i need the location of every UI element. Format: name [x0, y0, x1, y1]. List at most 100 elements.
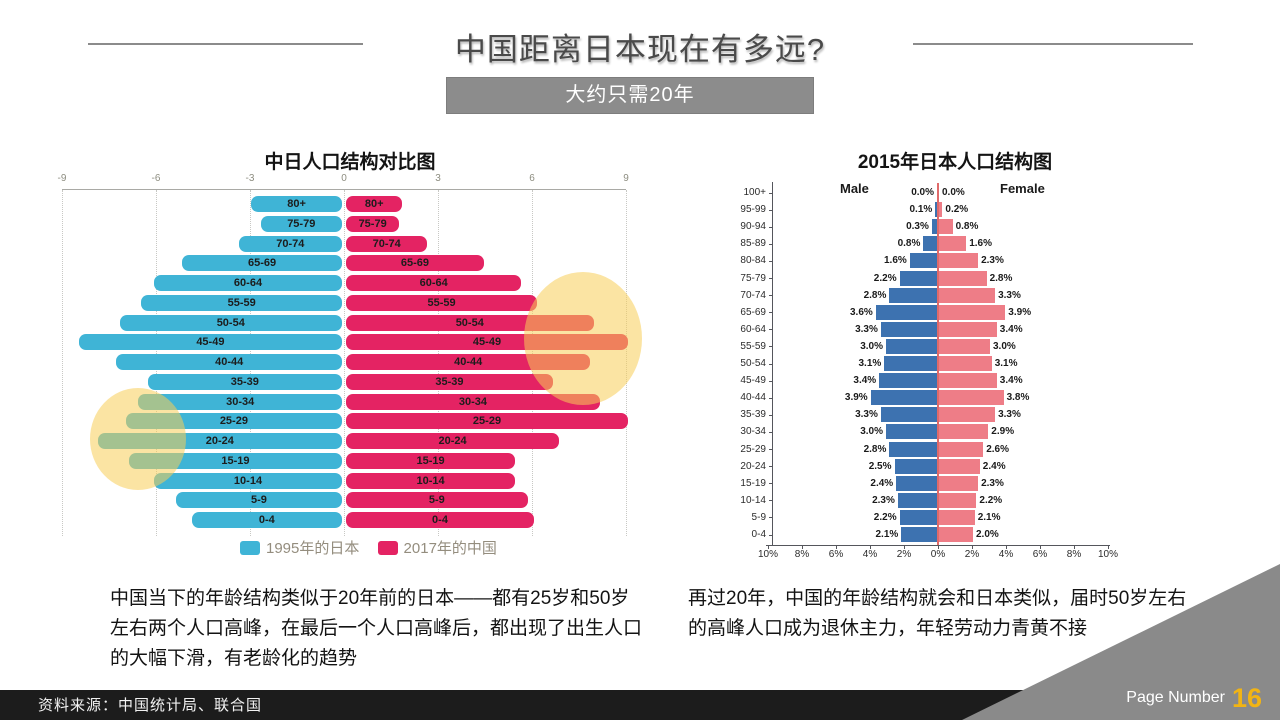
page-number-value: 16 — [1231, 683, 1262, 713]
value-label-female: 0.2% — [945, 204, 969, 216]
value-label-female: 2.2% — [979, 494, 1003, 506]
value-label-male: 2.2% — [873, 511, 897, 523]
x-axis-tick-label: 6 — [529, 173, 535, 184]
x-axis-tick-label: 6% — [1032, 549, 1048, 560]
bar-age-label: 50-54 — [216, 316, 245, 329]
male-axis-label: Male — [840, 181, 869, 196]
bar-age-label: 55-59 — [427, 296, 456, 309]
female-axis-label: Female — [1000, 181, 1045, 196]
value-label-male: 1.6% — [884, 255, 907, 267]
bar-male — [899, 509, 937, 525]
bar-china-2017 — [346, 433, 560, 449]
x-axis-tick-label: 8% — [1066, 549, 1082, 560]
value-label-female: 3.4% — [999, 375, 1023, 387]
bar-male — [889, 287, 937, 303]
y-axis-tick — [769, 226, 772, 228]
bar-china-2017 — [346, 492, 528, 509]
bar-age-label: 55-59 — [227, 296, 256, 309]
bar-female — [939, 236, 967, 252]
bar-male — [886, 424, 937, 440]
age-group-label: 30-34 — [740, 426, 766, 438]
value-label-female: 0.0% — [942, 187, 965, 198]
bar-age-label: 0-4 — [432, 514, 448, 526]
bar-age-label: 35-39 — [435, 375, 464, 388]
x-axis-tick — [768, 545, 769, 549]
value-label-male: 3.6% — [850, 306, 873, 318]
bar-female — [939, 356, 992, 371]
right-chart-title: 2015年日本人口结构图 — [857, 152, 1053, 173]
x-axis-tick-label: 2% — [896, 549, 912, 560]
bar-age-label: 75-79 — [287, 217, 316, 230]
bar-male — [884, 356, 937, 371]
x-axis-tick — [938, 545, 939, 549]
bar-china-2017 — [346, 235, 428, 252]
bar-japan-1995 — [141, 294, 342, 311]
x-axis-tick-label: 10% — [757, 549, 778, 560]
y-axis-tick — [769, 414, 772, 416]
value-label-male: 2.4% — [870, 477, 894, 489]
bar-age-label: 10-14 — [233, 474, 263, 487]
bar-china-2017 — [346, 294, 538, 311]
bar-male — [901, 527, 937, 542]
bar-china-2017 — [346, 413, 628, 430]
bar-male — [880, 321, 937, 337]
value-label-male: 2.1% — [875, 529, 899, 540]
zero-axis-line — [937, 183, 939, 545]
bar-age-label: 35-39 — [230, 375, 259, 388]
bar-japan-1995 — [154, 472, 342, 489]
bar-female — [939, 338, 990, 354]
bar-age-label: 65-69 — [400, 257, 429, 270]
bar-age-label: 25-29 — [472, 415, 502, 428]
grid-line — [344, 190, 345, 536]
age-group-label: 55-59 — [740, 340, 766, 352]
age-group-label: 15-19 — [740, 477, 766, 489]
x-axis-tick-label: -3 — [245, 173, 255, 184]
value-label-male: 0.3% — [906, 221, 929, 233]
body-paragraph-right: 再过20年，中国的年龄结构就会和日本类似，届时50岁左右的高峰人口成为退休主力，… — [688, 588, 1187, 639]
left-chart-legend: 1995年的日本 2017年的中国 — [240, 537, 540, 557]
value-label-male: 3.3% — [855, 409, 878, 421]
bar-male — [923, 236, 937, 252]
value-label-female: 3.3% — [998, 289, 1021, 301]
bar-china-2017 — [346, 512, 534, 528]
y-axis-tick — [769, 346, 772, 348]
age-group-label: 80-84 — [740, 255, 766, 267]
value-label-male: 3.1% — [858, 358, 882, 369]
y-axis-tick — [769, 192, 772, 194]
value-label-female: 3.0% — [993, 340, 1016, 352]
value-label-male: 3.9% — [844, 392, 868, 404]
bar-female — [939, 373, 997, 389]
x-axis-tick-label: 4% — [998, 549, 1014, 560]
x-axis-tick-label: 2% — [964, 549, 980, 560]
bar-female — [939, 441, 984, 457]
bar-china-2017 — [346, 255, 484, 272]
x-axis-tick-label: 6% — [828, 549, 844, 560]
x-axis-tick-label: 8% — [794, 549, 810, 560]
age-group-label: 90-94 — [740, 221, 766, 233]
bar-female — [939, 287, 996, 303]
page-title: 中国距离日本现在有多远? — [454, 32, 826, 67]
y-axis-tick — [769, 380, 772, 382]
bar-male — [889, 441, 937, 457]
grid-line — [250, 190, 251, 536]
bar-female — [939, 492, 977, 508]
age-group-label: 45-49 — [740, 375, 766, 387]
bar-male — [899, 270, 937, 286]
age-group-label: 40-44 — [740, 392, 766, 404]
legend-item-japan-1995: 1995年的日本 — [240, 537, 359, 558]
bar-female — [939, 458, 980, 474]
bar-japan-1995 — [260, 215, 342, 232]
x-axis-tick-label: 9 — [623, 173, 629, 184]
bar-male — [875, 304, 937, 320]
value-label-male: 3.0% — [860, 426, 883, 438]
age-group-label: 50-54 — [740, 358, 766, 369]
bar-male — [897, 492, 937, 508]
x-axis-tick — [836, 545, 837, 549]
y-axis-tick — [769, 449, 772, 450]
age-group-label: 65-69 — [740, 306, 766, 318]
value-label-female: 2.3% — [981, 255, 1004, 267]
x-axis-tick-label: -6 — [151, 173, 161, 184]
bar-china-2017 — [346, 215, 400, 232]
bar-japan-1995 — [119, 314, 342, 331]
